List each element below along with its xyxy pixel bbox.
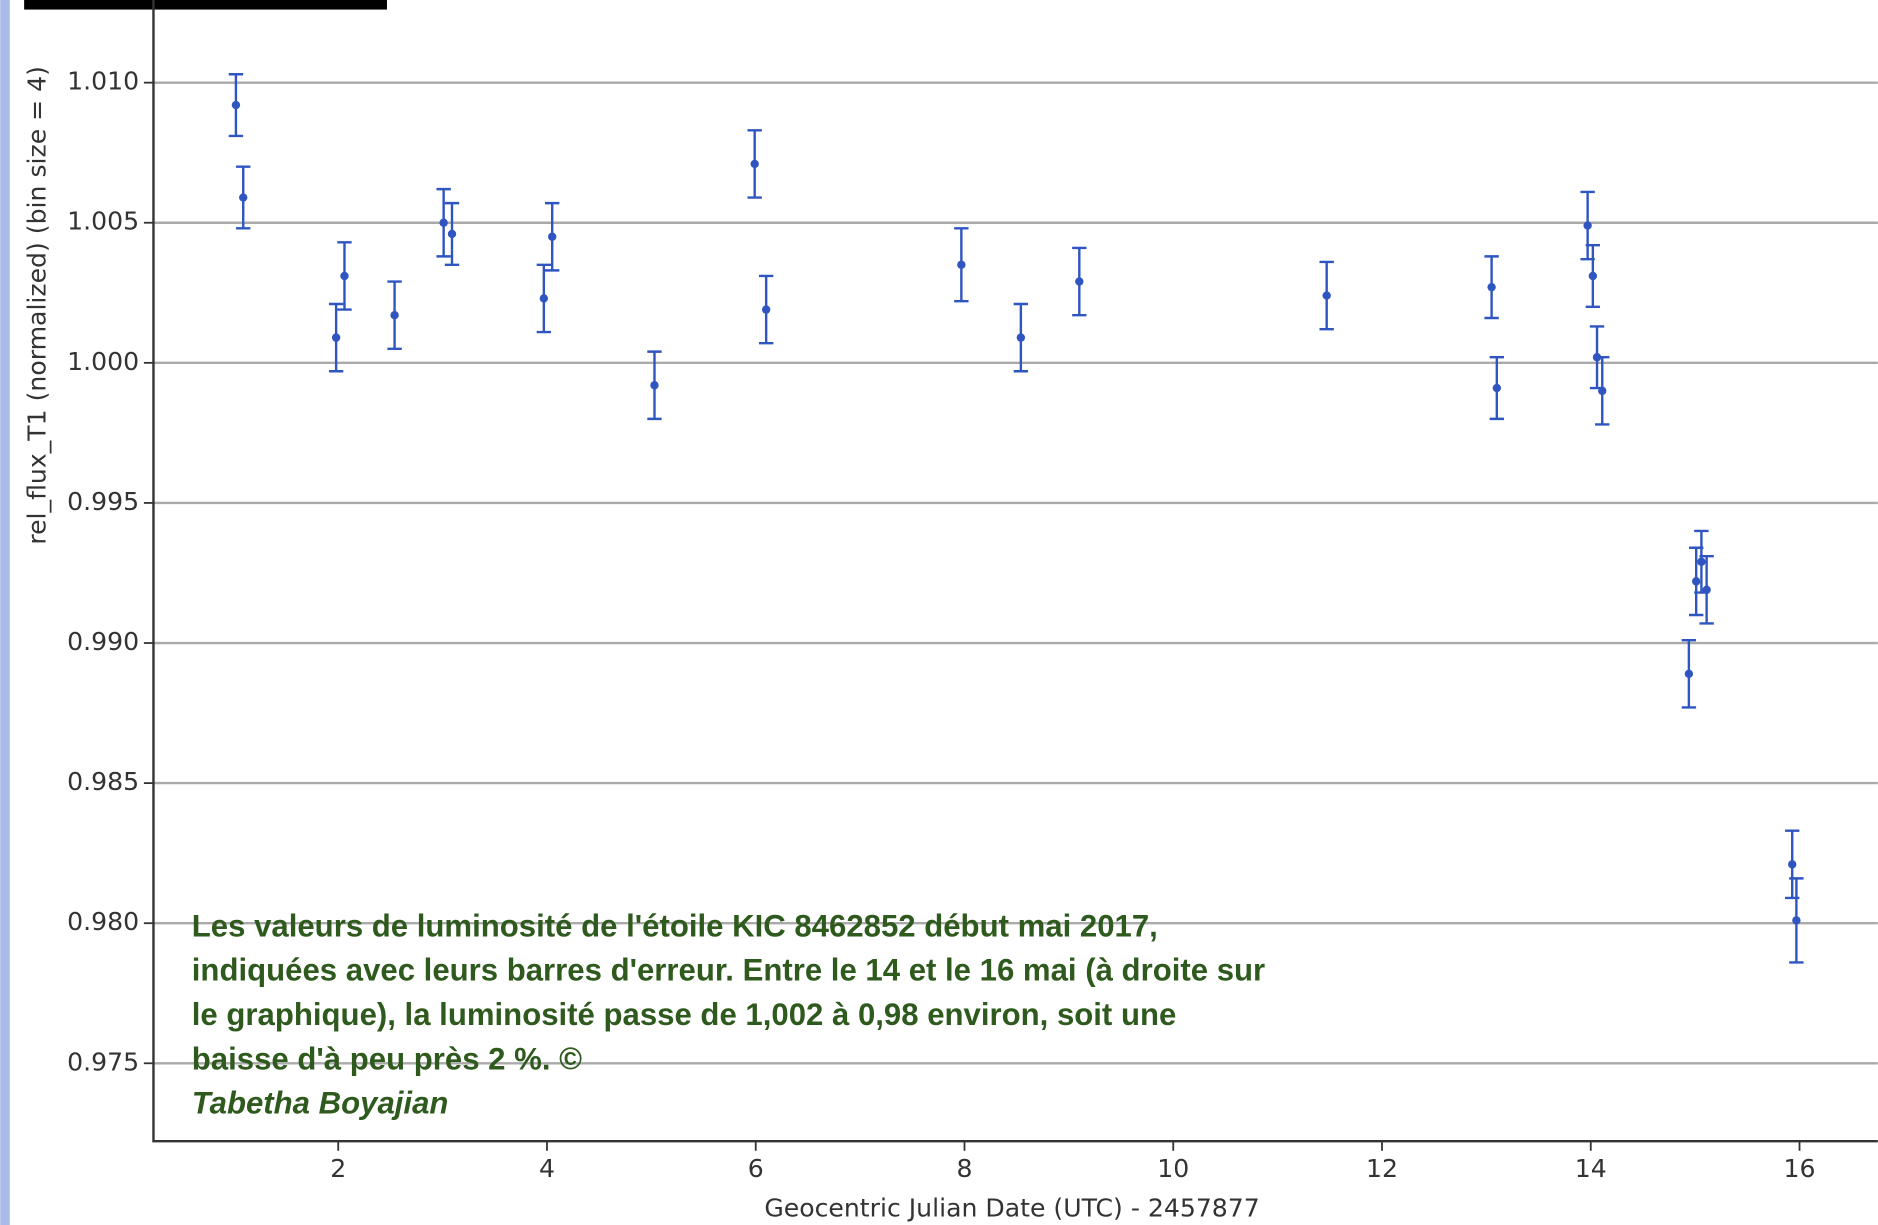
x-tick-label: 10 — [1157, 1154, 1189, 1183]
point — [957, 260, 966, 269]
point — [1075, 277, 1084, 286]
x-axis-label: Geocentric Julian Date (UTC) - 2457877 — [764, 1193, 1259, 1222]
x-tick-label: 4 — [539, 1154, 555, 1183]
y-tick-label: 1.000 — [67, 347, 139, 376]
point — [650, 381, 659, 390]
annotation-text: Les valeurs de luminosité de l'étoile KI… — [191, 907, 1266, 1077]
y-tick-label: 0.975 — [67, 1047, 139, 1076]
point — [1691, 577, 1701, 586]
x-tick-label: 8 — [956, 1154, 972, 1183]
x-tick-label: 16 — [1784, 1154, 1816, 1183]
point — [1702, 585, 1711, 594]
point — [1697, 557, 1706, 566]
point — [750, 159, 759, 169]
point — [1598, 386, 1607, 396]
point — [1788, 860, 1797, 869]
y-tick-label: 0.995 — [67, 487, 139, 516]
credit: Tabetha Boyajian — [191, 1084, 449, 1121]
point — [539, 294, 549, 303]
axes — [152, 0, 1878, 1143]
point — [390, 311, 399, 320]
point — [331, 333, 341, 342]
point — [239, 193, 248, 202]
annotation: Les valeurs de luminosité de l'étoile KI… — [191, 907, 1266, 1121]
x-tick-label: 2 — [330, 1154, 346, 1183]
point — [1588, 271, 1598, 281]
side-strip — [0, 0, 10, 1225]
point — [1492, 383, 1502, 393]
point — [1792, 916, 1801, 925]
top-bar — [24, 0, 387, 10]
x-tick-label: 14 — [1575, 1154, 1607, 1183]
point — [1487, 282, 1496, 292]
point — [1684, 669, 1694, 679]
y-tick-label: 1.005 — [67, 207, 139, 236]
y-tick-label: 1.010 — [67, 67, 139, 96]
point — [447, 229, 457, 239]
y-tick-label: 0.985 — [67, 767, 139, 796]
point — [761, 305, 771, 314]
point — [231, 100, 241, 110]
point — [1322, 291, 1331, 300]
point — [340, 271, 349, 281]
x-tick-label: 12 — [1366, 1154, 1398, 1183]
point — [1016, 333, 1026, 342]
point — [439, 218, 448, 227]
point — [548, 232, 557, 241]
point — [1583, 221, 1592, 230]
y-axis-label: rel_flux_T1 (normalized) (bin size = 4) — [23, 66, 52, 545]
x-tick-label: 6 — [748, 1154, 764, 1183]
y-tick-label: 0.990 — [67, 627, 139, 656]
y-tick-label: 0.980 — [67, 907, 139, 936]
